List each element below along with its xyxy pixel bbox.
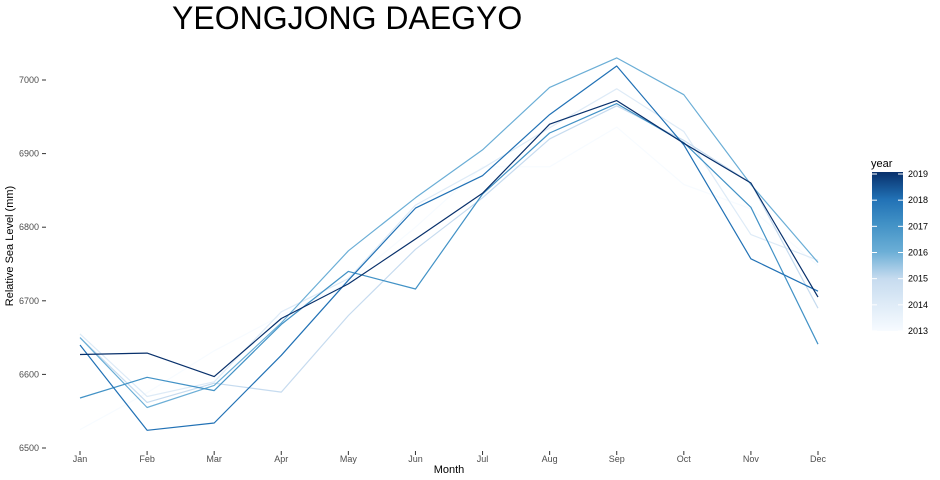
- y-tick-label: 6800: [19, 222, 39, 232]
- y-tick-label: 7000: [19, 75, 39, 85]
- legend-label-2018: 2018: [908, 195, 928, 205]
- x-tick-label: Sep: [609, 454, 625, 464]
- x-tick-label: Apr: [274, 454, 288, 464]
- y-tick-label: 6700: [19, 296, 39, 306]
- series-line-2016: [79, 57, 819, 409]
- y-tick-label: 6600: [19, 369, 39, 379]
- y-tick-label: 6900: [19, 149, 39, 159]
- series-line-2018: [79, 65, 819, 431]
- legend-label-2019: 2019: [908, 169, 928, 179]
- series-line-2017: [79, 102, 819, 399]
- y-axis: 6500 6600 6700 6800 6900 7000: [19, 75, 46, 453]
- series-line-2019: [79, 99, 819, 378]
- x-axis-title: Month: [434, 464, 465, 476]
- x-tick-label: Jan: [73, 454, 88, 464]
- series-line-2015: [79, 105, 819, 403]
- legend-colorbar: [872, 172, 903, 331]
- chart-title: YEONGJONG DAEGYO: [172, 0, 522, 36]
- x-tick-label: May: [340, 454, 358, 464]
- x-axis: Jan Feb Mar Apr May Jun Jul Aug Sep Oct Nov Dec: [73, 451, 827, 464]
- series-line-2013: [79, 126, 819, 431]
- x-tick-label: Feb: [139, 454, 155, 464]
- legend-label-2017: 2017: [908, 221, 928, 231]
- x-tick-label: Mar: [206, 454, 222, 464]
- y-tick-label: 6500: [19, 443, 39, 453]
- x-tick-label: Nov: [743, 454, 760, 464]
- x-tick-label: Aug: [542, 454, 558, 464]
- legend-ticks: 2019 2018 2017 2016 2015 2014 2013: [872, 169, 928, 336]
- x-tick-label: Jun: [408, 454, 423, 464]
- legend-label-2015: 2015: [908, 274, 928, 284]
- x-tick-label: Dec: [810, 454, 827, 464]
- legend-title: year: [871, 158, 893, 170]
- x-tick-label: Jul: [477, 454, 489, 464]
- series-lines: [79, 57, 819, 431]
- legend-label-2014: 2014: [908, 300, 928, 310]
- legend-label-2013: 2013: [908, 326, 928, 336]
- y-axis-title: Relative Sea Level (mm): [4, 186, 16, 306]
- x-tick-label: Oct: [677, 454, 692, 464]
- legend: year 2019 2018 2017 2016 2015 2014 2013: [871, 158, 928, 336]
- legend-label-2016: 2016: [908, 248, 928, 258]
- series-line-2014: [79, 88, 819, 398]
